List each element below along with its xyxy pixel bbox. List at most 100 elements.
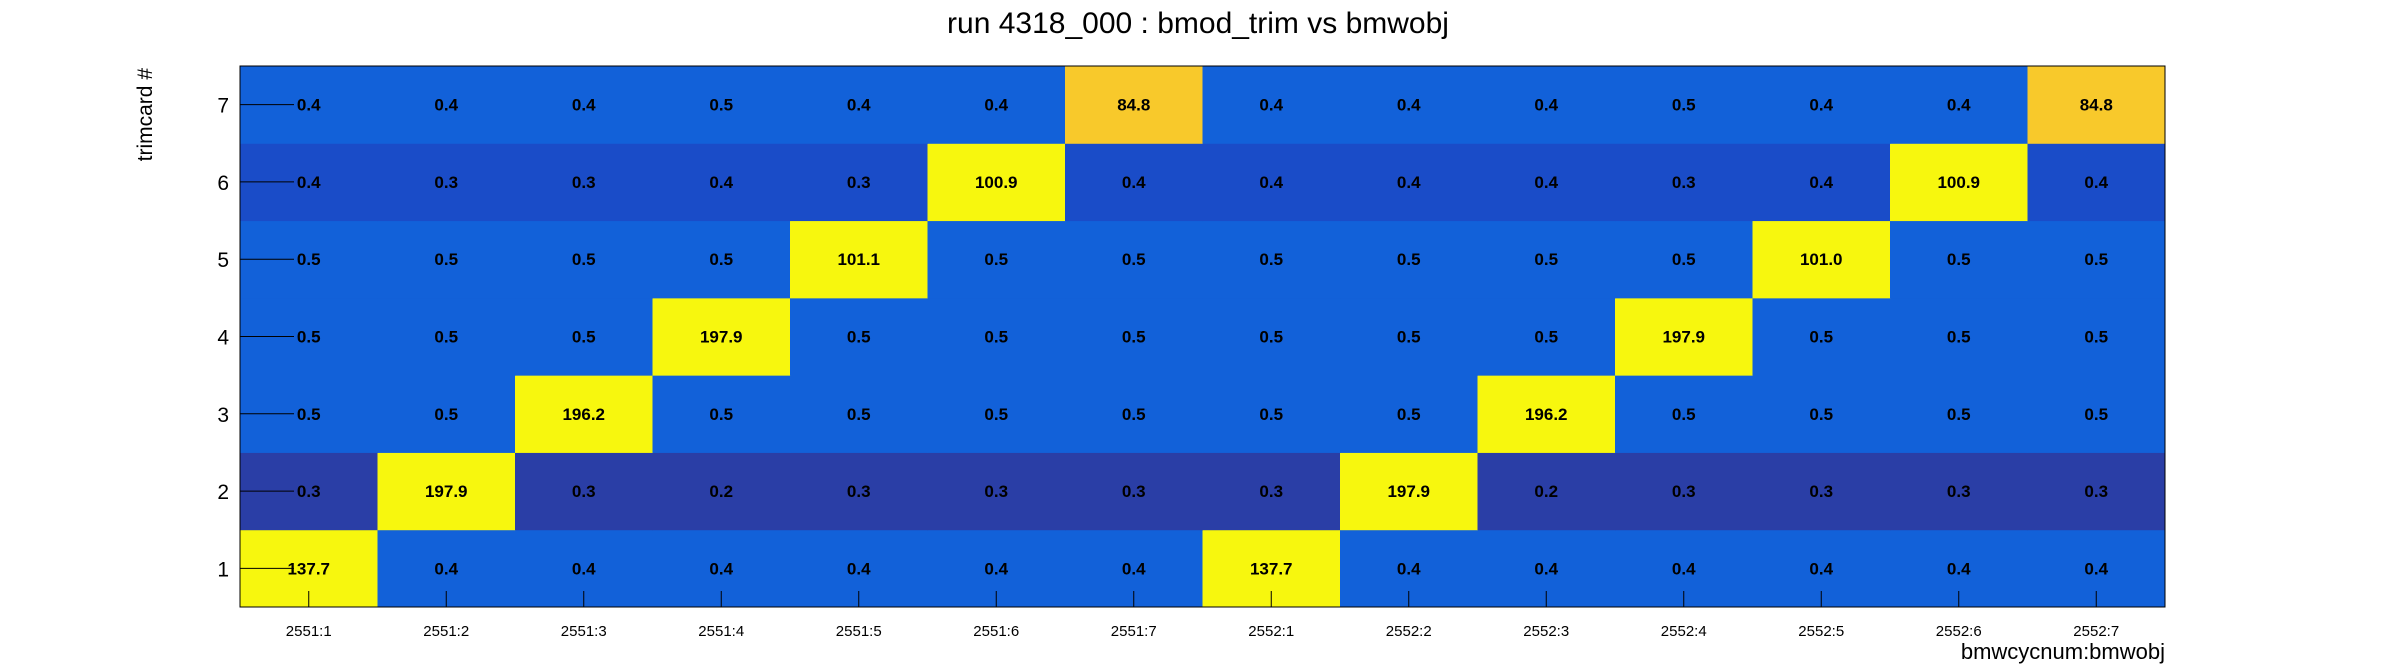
cell-value-label: 0.4 — [1534, 559, 1558, 578]
cell-value-label: 0.5 — [1397, 328, 1421, 347]
heatmap-cell — [2027, 143, 2166, 222]
heatmap-cell — [1890, 66, 2028, 144]
y-tick-label: 1 — [217, 558, 229, 581]
heatmap-cell — [515, 66, 653, 144]
heatmap-cell — [652, 375, 791, 453]
heatmap-cell — [927, 220, 1066, 299]
x-tick-label: 2551:2 — [423, 623, 469, 640]
cell-value-label: 0.5 — [434, 328, 458, 347]
heatmap-cell — [1615, 66, 1753, 144]
heatmap-cell — [2027, 297, 2166, 376]
heatmap-cell — [790, 375, 928, 453]
heatmap-cell — [2027, 375, 2166, 453]
heatmap-cell — [1202, 452, 1341, 531]
cell-value-label: 84.8 — [1117, 96, 1150, 115]
cell-value-label: 0.5 — [984, 250, 1008, 269]
cell-value-label: 0.5 — [1259, 250, 1283, 269]
cell-value-label: 0.5 — [1672, 96, 1696, 115]
cell-value-label: 0.3 — [1809, 482, 1833, 501]
heatmap-cell — [652, 452, 791, 531]
heatmap-cell — [1752, 66, 1891, 144]
cell-value-label: 0.4 — [297, 96, 321, 115]
cell-value-label: 0.5 — [1259, 328, 1283, 347]
cell-value-label: 0.4 — [984, 559, 1008, 578]
heatmap-cell — [2027, 66, 2166, 144]
heatmap-cell — [1890, 375, 2028, 453]
cell-value-label: 0.3 — [2084, 482, 2108, 501]
cell-value-label: 0.5 — [572, 328, 596, 347]
heatmap-cell — [1340, 452, 1478, 531]
cell-value-label: 0.3 — [297, 482, 321, 501]
y-tick-label: 3 — [217, 404, 229, 427]
heatmap-cell — [377, 66, 516, 144]
heatmap-cell — [1065, 297, 1203, 376]
cell-value-label: 137.7 — [287, 559, 330, 578]
heatmap-cell — [1477, 297, 1616, 376]
cell-value-label: 0.4 — [847, 559, 871, 578]
cell-value-label: 0.5 — [1672, 250, 1696, 269]
cell-value-label: 0.4 — [1809, 96, 1833, 115]
cell-value-label: 0.5 — [709, 96, 733, 115]
cell-value-label: 0.4 — [1534, 173, 1558, 192]
cell-value-label: 0.3 — [1947, 482, 1971, 501]
cell-value-label: 0.4 — [1809, 559, 1833, 578]
cell-value-label: 0.3 — [847, 482, 871, 501]
cell-value-label: 0.5 — [1947, 250, 1971, 269]
heatmap-cell — [1065, 66, 1203, 144]
heatmap-cell — [1477, 452, 1616, 531]
heatmap-cell — [377, 143, 516, 222]
cell-value-label: 0.4 — [434, 559, 458, 578]
cell-value-label: 0.4 — [297, 173, 321, 192]
heatmap-cell — [1615, 452, 1753, 531]
heatmap-cell — [1752, 452, 1891, 531]
heatmap-cell — [1065, 375, 1203, 453]
cell-value-label: 0.4 — [1672, 559, 1696, 578]
cell-value-label: 0.3 — [572, 482, 596, 501]
cell-value-label: 0.5 — [984, 405, 1008, 424]
y-tick-label: 2 — [217, 481, 229, 504]
cell-value-label: 0.5 — [1809, 328, 1833, 347]
heatmap-cell — [1202, 143, 1341, 222]
cell-value-label: 0.5 — [847, 328, 871, 347]
heatmap-cell — [652, 297, 791, 376]
heatmap-cell — [2027, 452, 2166, 531]
cell-value-label: 0.3 — [572, 173, 596, 192]
x-axis: 2551:1 2551:2 2551:3 2551:4 2551:5 2551:6 2551… — [240, 591, 2165, 640]
cell-value-label: 0.4 — [1947, 559, 1971, 578]
heatmap-cell — [1890, 143, 2028, 222]
cell-value-label: 0.5 — [1809, 405, 1833, 424]
cell-value-label: 101.0 — [1800, 250, 1843, 269]
heatmap-cell — [1202, 297, 1341, 376]
cell-value-label: 0.3 — [1259, 482, 1283, 501]
cell-value-label: 0.5 — [1672, 405, 1696, 424]
x-tick-label: 2552:4 — [1661, 623, 1707, 640]
heatmap-cell — [652, 220, 791, 299]
cell-value-label: 0.5 — [1397, 250, 1421, 269]
cell-value-label: 0.3 — [847, 173, 871, 192]
heatmap-cell — [1752, 220, 1891, 299]
heatmap-cell — [1615, 375, 1753, 453]
cell-value-label: 0.4 — [709, 173, 733, 192]
x-tick-label: 2551:5 — [836, 623, 882, 640]
heatmap-cell — [652, 66, 791, 144]
cell-value-label: 0.5 — [297, 405, 321, 424]
x-tick-label: 2552:7 — [2073, 623, 2119, 640]
cell-value-label: 196.2 — [1525, 405, 1568, 424]
cell-value-label: 0.4 — [572, 559, 596, 578]
heatmap-cell — [1890, 297, 2028, 376]
heatmap-cell — [1340, 375, 1478, 453]
heatmap-cell — [1202, 220, 1341, 299]
heatmap-cell — [2027, 220, 2166, 299]
cell-value-label: 0.2 — [1534, 482, 1558, 501]
cell-value-label: 100.9 — [975, 173, 1018, 192]
cell-value-label: 0.4 — [1534, 96, 1558, 115]
cell-value-label: 0.5 — [1122, 405, 1146, 424]
x-tick-label: 2551:4 — [698, 623, 744, 640]
cell-value-label: 0.4 — [1809, 173, 1833, 192]
cell-value-label: 0.5 — [434, 405, 458, 424]
cell-value-label: 0.5 — [1122, 250, 1146, 269]
cell-value-label: 197.9 — [1662, 328, 1705, 347]
cell-value-label: 197.9 — [1387, 482, 1430, 501]
cell-value-label: 0.5 — [1534, 250, 1558, 269]
